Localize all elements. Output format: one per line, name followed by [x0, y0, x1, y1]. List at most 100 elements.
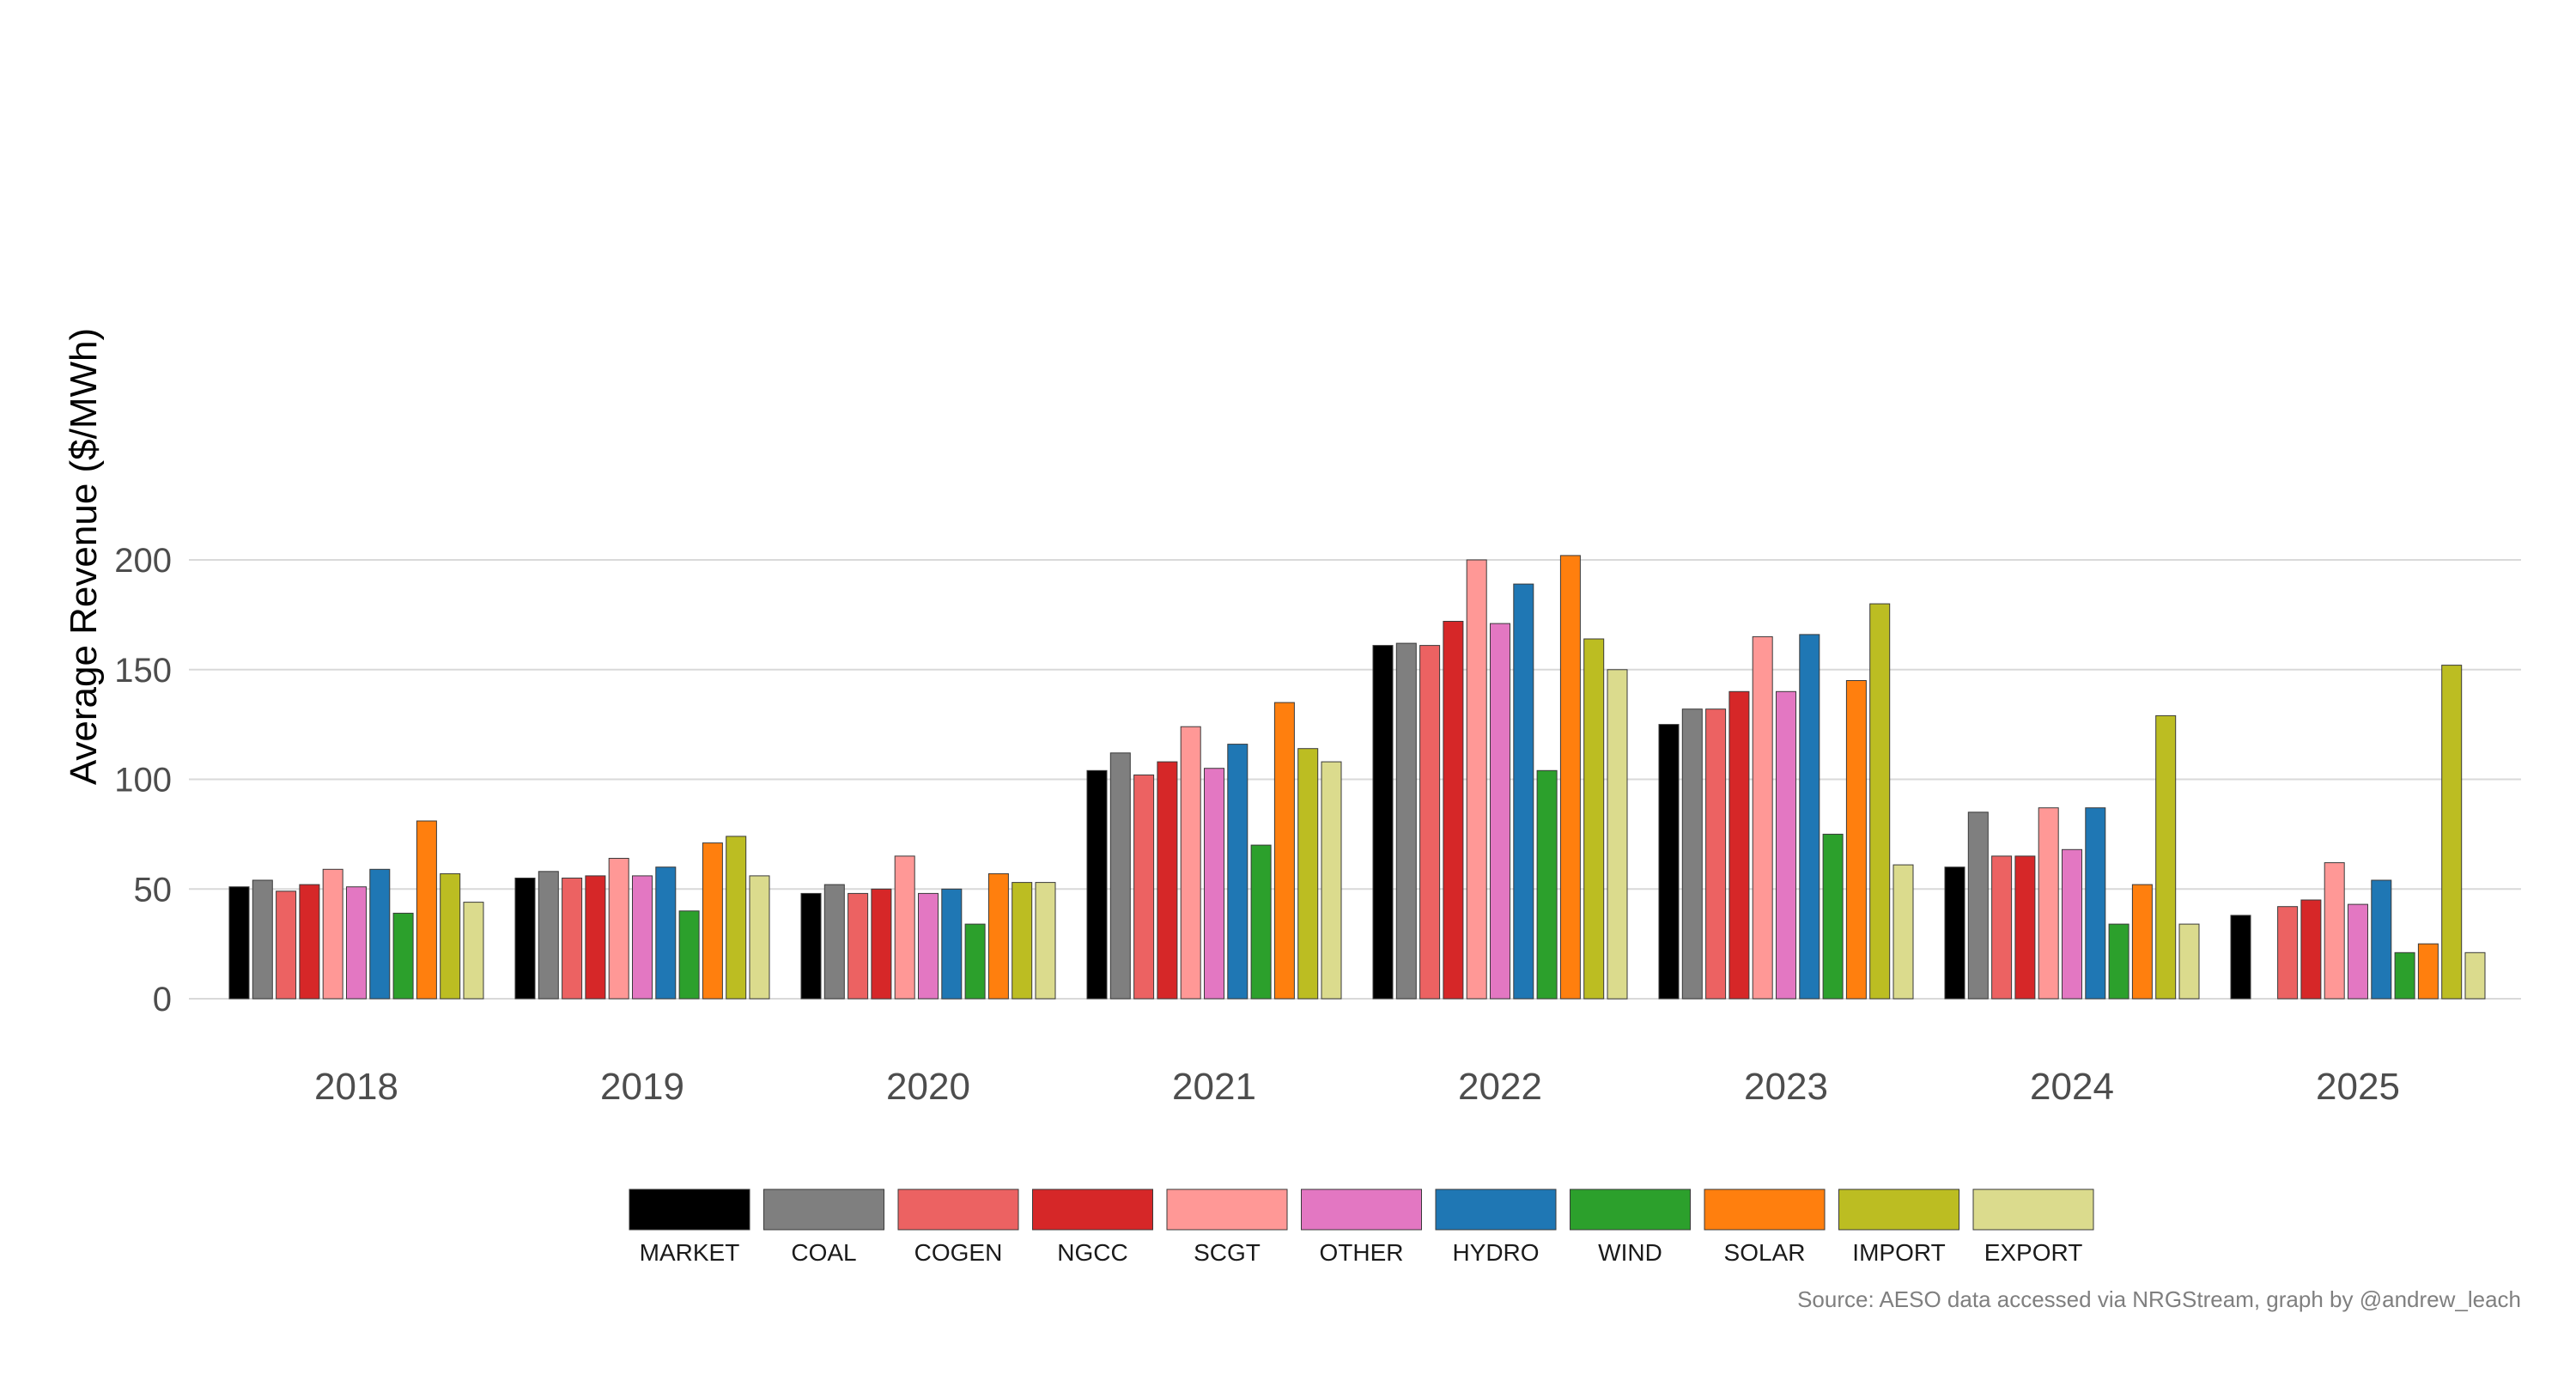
x-tick-label: 2023 — [1744, 1066, 1828, 1108]
bar-export-2025 — [2464, 951, 2486, 1000]
bar-scgt-2022 — [1466, 559, 1487, 1000]
bar-import-2025 — [2441, 665, 2463, 1000]
legend: MARKET COAL COGEN NGCC SCGT OTHER HYDRO WIND SOL… — [629, 1189, 2094, 1266]
legend-label: WIND — [1598, 1239, 1662, 1266]
bar-group-2023 — [1658, 603, 1914, 1000]
legend-label: COAL — [791, 1239, 856, 1266]
bar-import-2021 — [1297, 748, 1319, 1000]
bar-hydro-2019 — [655, 866, 677, 1000]
bar-export-2023 — [1893, 864, 1914, 1000]
bar-scgt-2023 — [1752, 635, 1773, 1000]
x-tick-label: 2020 — [886, 1066, 970, 1108]
y-tick-label: 100 — [114, 762, 172, 799]
x-tick-label: 2021 — [1172, 1066, 1256, 1108]
bar-ngcc-2023 — [1728, 690, 1750, 1000]
bar-scgt-2024 — [2038, 807, 2059, 1000]
bar-solar-2018 — [416, 820, 437, 1000]
legend-swatch — [1166, 1189, 1288, 1231]
bar-other-2022 — [1490, 623, 1510, 1000]
legend-label: COGEN — [914, 1239, 1003, 1266]
legend-label: EXPORT — [1984, 1239, 2083, 1266]
legend-swatch — [1570, 1189, 1691, 1231]
bar-cogen-2024 — [1991, 855, 2013, 1000]
bar-other-2018 — [346, 886, 367, 1000]
legend-swatch — [1032, 1189, 1153, 1231]
bar-group-2021 — [1086, 702, 1342, 1000]
bar-cogen-2022 — [1419, 645, 1441, 1000]
legend-item-other: OTHER — [1301, 1189, 1422, 1266]
bar-import-2022 — [1583, 638, 1605, 1000]
bar-cogen-2019 — [562, 878, 583, 1000]
bar-ngcc-2021 — [1157, 761, 1178, 1000]
legend-label: NGCC — [1057, 1239, 1127, 1266]
bar-group-2025 — [2230, 665, 2486, 1000]
bar-other-2021 — [1204, 768, 1224, 1000]
bar-export-2021 — [1321, 761, 1342, 1000]
bar-other-2023 — [1776, 690, 1796, 1000]
bar-cogen-2018 — [276, 891, 297, 1000]
x-axis-ticks: 2018 2019 2020 2021 2022 2023 2024 2025 — [314, 1066, 2400, 1108]
bar-coal-2018 — [252, 879, 273, 1000]
bar-market-2018 — [228, 886, 250, 1000]
bar-market-2025 — [2230, 915, 2251, 1000]
bar-export-2018 — [463, 902, 484, 1000]
bar-wind-2022 — [1536, 769, 1558, 1000]
bar-import-2019 — [726, 836, 747, 1000]
y-tick-label: 150 — [114, 652, 172, 690]
legend-label: SOLAR — [1724, 1239, 1806, 1266]
bar-group-2019 — [514, 836, 770, 1000]
bar-coal-2022 — [1395, 642, 1417, 1000]
y-tick-label: 50 — [134, 871, 173, 909]
bar-other-2019 — [632, 875, 653, 1000]
bar-market-2020 — [800, 892, 822, 1000]
bar-import-2023 — [1869, 603, 1891, 1000]
bar-cogen-2020 — [848, 892, 869, 1000]
bar-export-2019 — [749, 875, 770, 1000]
bar-export-2020 — [1035, 882, 1056, 1000]
legend-swatch — [1435, 1189, 1557, 1231]
x-tick-label: 2024 — [2030, 1066, 2114, 1108]
bar-group-2020 — [800, 855, 1056, 1000]
legend-label: MARKET — [640, 1239, 740, 1266]
bars — [228, 555, 2486, 1000]
legend-item-scgt: SCGT — [1166, 1189, 1288, 1266]
bar-coal-2024 — [1967, 812, 1989, 1000]
legend-swatch — [629, 1189, 750, 1231]
legend-item-ngcc: NGCC — [1032, 1189, 1153, 1266]
bar-import-2024 — [2155, 714, 2177, 1000]
bar-cogen-2025 — [2277, 906, 2299, 1000]
legend-item-solar: SOLAR — [1704, 1189, 1826, 1266]
bar-group-2018 — [228, 820, 484, 1000]
legend-item-import: IMPORT — [1838, 1189, 1959, 1266]
legend-item-wind: WIND — [1570, 1189, 1691, 1266]
bar-scgt-2018 — [322, 868, 343, 1000]
bar-ngcc-2024 — [2014, 855, 2036, 1000]
y-tick-label: 200 — [114, 542, 172, 580]
y-axis-ticks: 0 50 100 150 200 — [114, 542, 172, 1018]
bar-market-2022 — [1372, 645, 1394, 1000]
bar-coal-2019 — [538, 871, 559, 1000]
bar-scgt-2019 — [608, 858, 629, 1000]
bar-wind-2024 — [2108, 923, 2129, 1000]
legend-swatch — [763, 1189, 884, 1231]
bar-wind-2018 — [392, 912, 414, 1000]
bar-scgt-2025 — [2324, 862, 2345, 1000]
bar-scgt-2021 — [1180, 726, 1201, 1000]
bar-hydro-2018 — [369, 868, 391, 1000]
bar-other-2024 — [2062, 848, 2082, 1000]
bar-group-2024 — [1944, 714, 2200, 1000]
bar-solar-2023 — [1845, 680, 1867, 1000]
y-axis-label: Average Revenue ($/MWh) — [63, 328, 105, 785]
bar-export-2024 — [2178, 923, 2200, 1000]
bar-market-2024 — [1944, 866, 1965, 1000]
bar-hydro-2021 — [1227, 744, 1249, 1000]
bar-ngcc-2025 — [2300, 899, 2322, 1000]
x-tick-label: 2022 — [1458, 1066, 1542, 1108]
bar-solar-2024 — [2131, 884, 2153, 1000]
bar-solar-2020 — [987, 872, 1009, 1000]
bar-hydro-2020 — [941, 888, 963, 1000]
legend-item-export: EXPORT — [1972, 1189, 2094, 1266]
bar-cogen-2021 — [1133, 774, 1155, 1000]
legend-swatch — [1704, 1189, 1826, 1231]
